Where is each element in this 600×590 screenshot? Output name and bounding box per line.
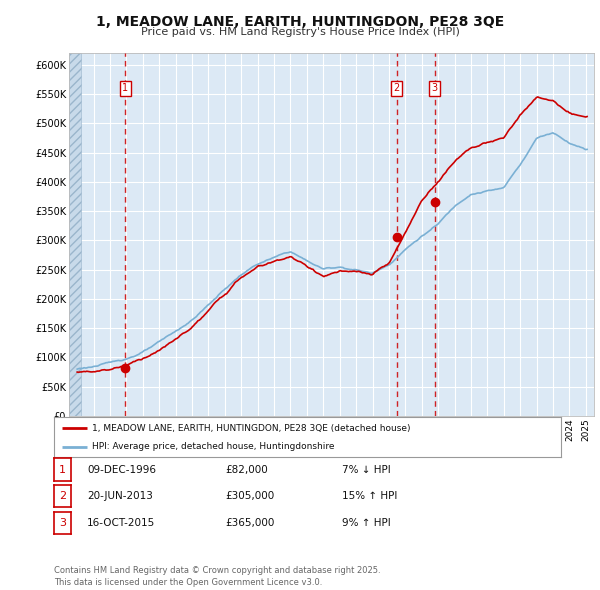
Text: 09-DEC-1996: 09-DEC-1996 bbox=[87, 465, 156, 474]
Text: 9% ↑ HPI: 9% ↑ HPI bbox=[342, 518, 391, 527]
Text: £365,000: £365,000 bbox=[225, 518, 274, 527]
Bar bbox=[69, 53, 82, 416]
Text: 3: 3 bbox=[431, 83, 438, 93]
Text: £305,000: £305,000 bbox=[225, 491, 274, 501]
Text: 7% ↓ HPI: 7% ↓ HPI bbox=[342, 465, 391, 474]
Text: 1, MEADOW LANE, EARITH, HUNTINGDON, PE28 3QE (detached house): 1, MEADOW LANE, EARITH, HUNTINGDON, PE28… bbox=[92, 424, 410, 433]
Text: £82,000: £82,000 bbox=[225, 465, 268, 474]
Text: HPI: Average price, detached house, Huntingdonshire: HPI: Average price, detached house, Hunt… bbox=[92, 442, 335, 451]
Text: Contains HM Land Registry data © Crown copyright and database right 2025.
This d: Contains HM Land Registry data © Crown c… bbox=[54, 566, 380, 587]
Text: 3: 3 bbox=[59, 518, 66, 527]
Text: 1: 1 bbox=[122, 83, 128, 93]
Text: 1: 1 bbox=[59, 465, 66, 474]
Text: 16-OCT-2015: 16-OCT-2015 bbox=[87, 518, 155, 527]
Text: 2: 2 bbox=[394, 83, 400, 93]
Text: 15% ↑ HPI: 15% ↑ HPI bbox=[342, 491, 397, 501]
Text: Price paid vs. HM Land Registry's House Price Index (HPI): Price paid vs. HM Land Registry's House … bbox=[140, 27, 460, 37]
Text: 2: 2 bbox=[59, 491, 66, 501]
Text: 20-JUN-2013: 20-JUN-2013 bbox=[87, 491, 153, 501]
Text: 1, MEADOW LANE, EARITH, HUNTINGDON, PE28 3QE: 1, MEADOW LANE, EARITH, HUNTINGDON, PE28… bbox=[96, 15, 504, 30]
